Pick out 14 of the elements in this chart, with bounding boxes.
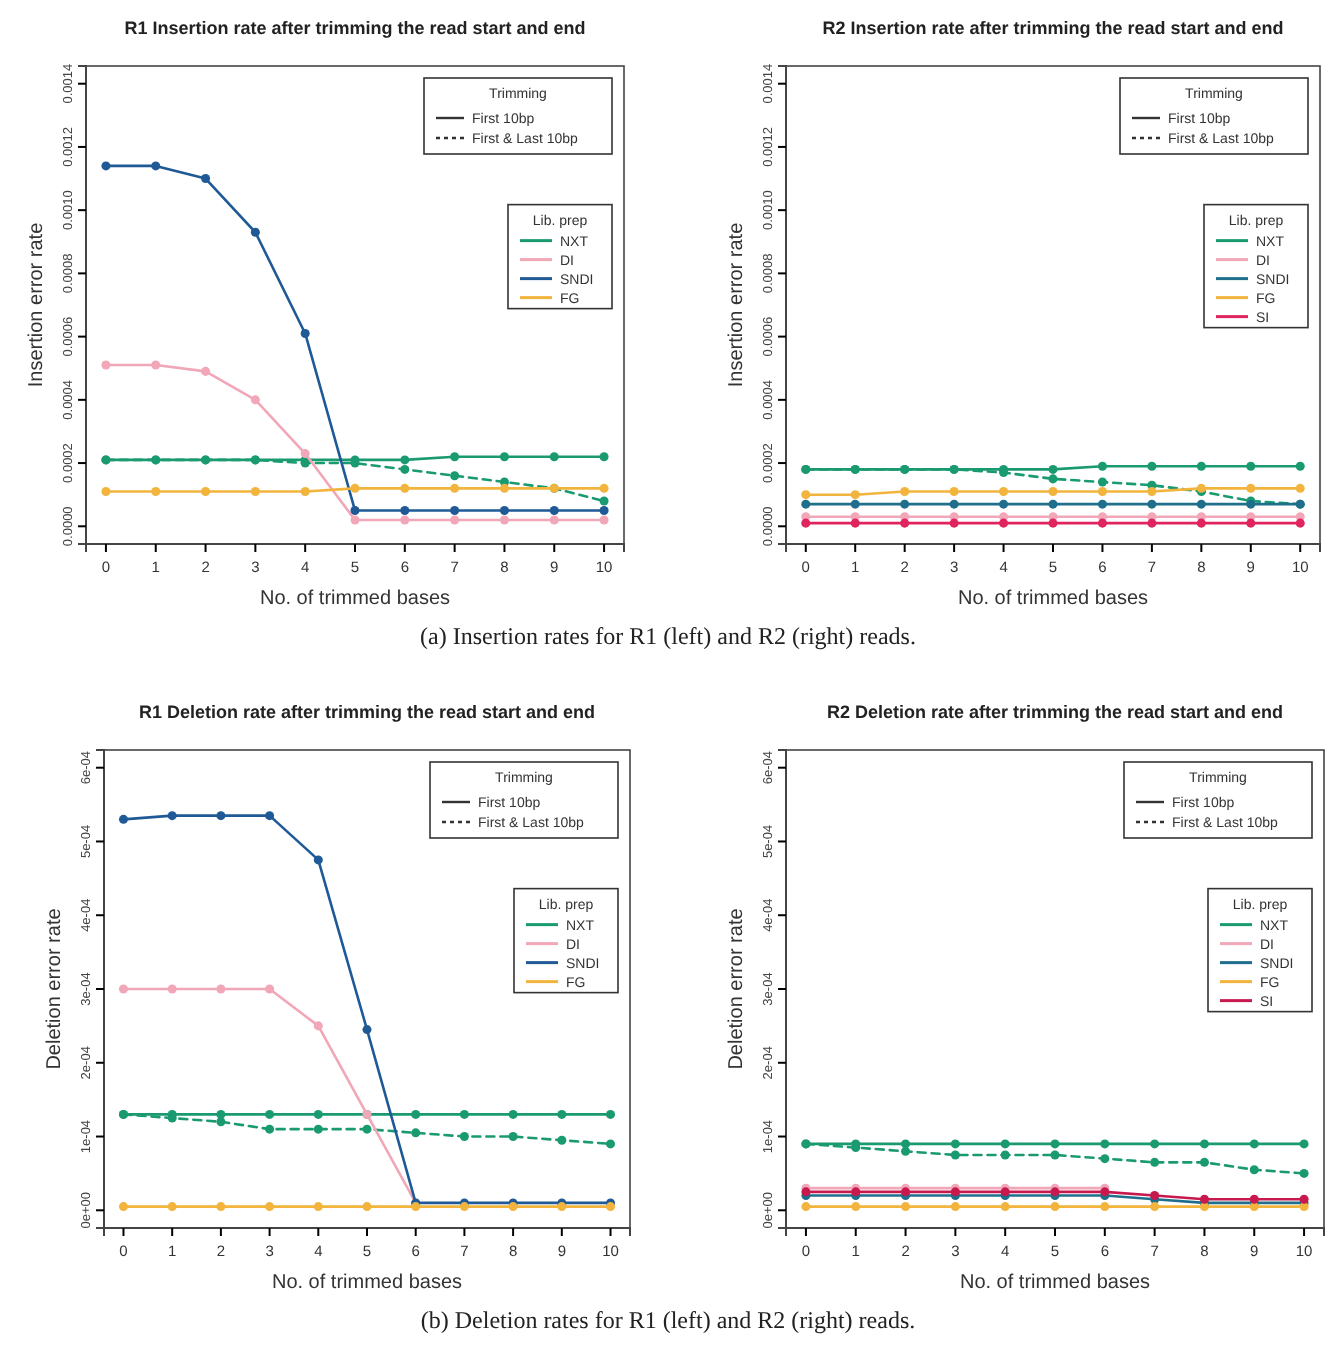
y-axis-title: Deletion error rate [726, 907, 748, 1070]
text: (a) Insertion rates for R1 (left) and R2 (right) reads. [420, 622, 916, 650]
y-axis-title: Insertion error rate [726, 221, 748, 388]
x-axis-title: No. of trimmed bases [959, 1272, 1151, 1294]
x-axis-title: No. of trimmed bases [271, 1272, 463, 1294]
x-axis-title: No. of trimmed bases [957, 588, 1149, 610]
chart-title: R1 Insertion rate after trimming the read start and end [124, 18, 586, 38]
y-axis-title: Insertion error rate [26, 221, 48, 388]
y-axis-title: Deletion error rate [44, 907, 66, 1070]
x-axis-title: No. of trimmed bases [259, 588, 451, 610]
chart-title: R1 Deletion rate after trimming the read start and end [138, 702, 596, 722]
text: (b) Deletion rates for R1 (left) and R2 (right) reads. [420, 1306, 916, 1334]
chart-title: R2 Deletion rate after trimming the read start and end [826, 702, 1284, 722]
chart-title: R2 Insertion rate after trimming the read start and end [822, 18, 1284, 38]
